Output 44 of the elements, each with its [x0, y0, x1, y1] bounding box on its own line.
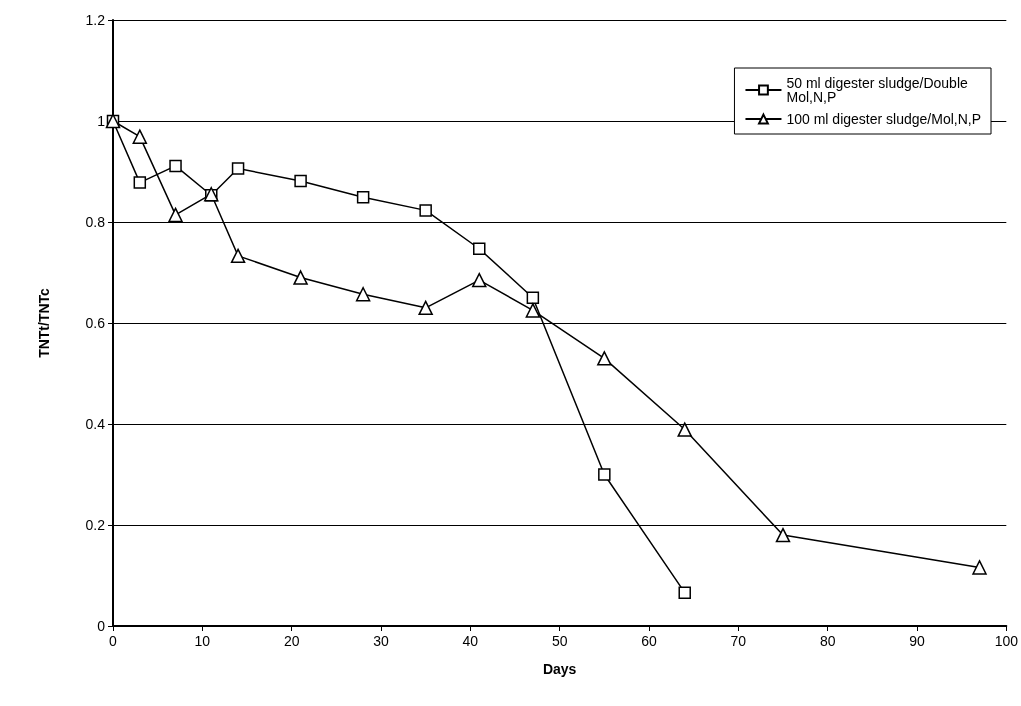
x-tick-label: 30	[373, 633, 389, 649]
y-tick-label: 0.2	[85, 517, 106, 533]
x-tick-label: 70	[730, 633, 747, 649]
y-tick-label: 1	[97, 113, 106, 129]
y-axis-title: TNTt/TNTc	[36, 287, 52, 358]
point	[355, 286, 371, 302]
x-tick-label: 40	[462, 633, 479, 649]
x-tick-label: 0	[109, 633, 118, 649]
point	[419, 204, 432, 217]
point	[472, 272, 487, 288]
y-tick-label: 0.6	[85, 315, 106, 331]
point	[775, 527, 791, 543]
y-tick-label: 0.4	[85, 416, 106, 432]
x-tick-label: 60	[641, 633, 657, 649]
y-tick-label: 1.2	[85, 12, 106, 28]
x-tick-label: 80	[819, 633, 836, 649]
point	[231, 162, 245, 175]
point	[168, 207, 183, 223]
point	[597, 351, 612, 366]
x-tick-label: 90	[909, 633, 925, 649]
y-tick-label: 0.8	[85, 214, 106, 230]
point	[526, 291, 540, 304]
point	[133, 176, 147, 189]
legend-label: 50 ml digester sludge/Double Mol,N,P	[786, 75, 972, 105]
x-tick-label: 20	[283, 633, 300, 649]
point	[230, 248, 246, 264]
y-tick-label: 0	[97, 618, 106, 634]
point	[169, 159, 182, 173]
point	[418, 300, 433, 316]
x-tick-label: 10	[194, 633, 211, 649]
x-tick-label: 50	[551, 633, 568, 649]
point	[356, 191, 370, 204]
point	[293, 270, 308, 285]
point	[972, 560, 987, 575]
point	[294, 174, 307, 188]
point	[132, 129, 148, 144]
x-tick-label: 100	[994, 633, 1019, 649]
point	[598, 468, 611, 481]
legend-label: 100 ml digester sludge/Mol,N,P	[786, 111, 982, 127]
point	[525, 303, 541, 318]
point	[473, 242, 486, 256]
x-axis-title: Days	[542, 661, 577, 677]
point	[678, 586, 691, 599]
point	[677, 422, 692, 437]
